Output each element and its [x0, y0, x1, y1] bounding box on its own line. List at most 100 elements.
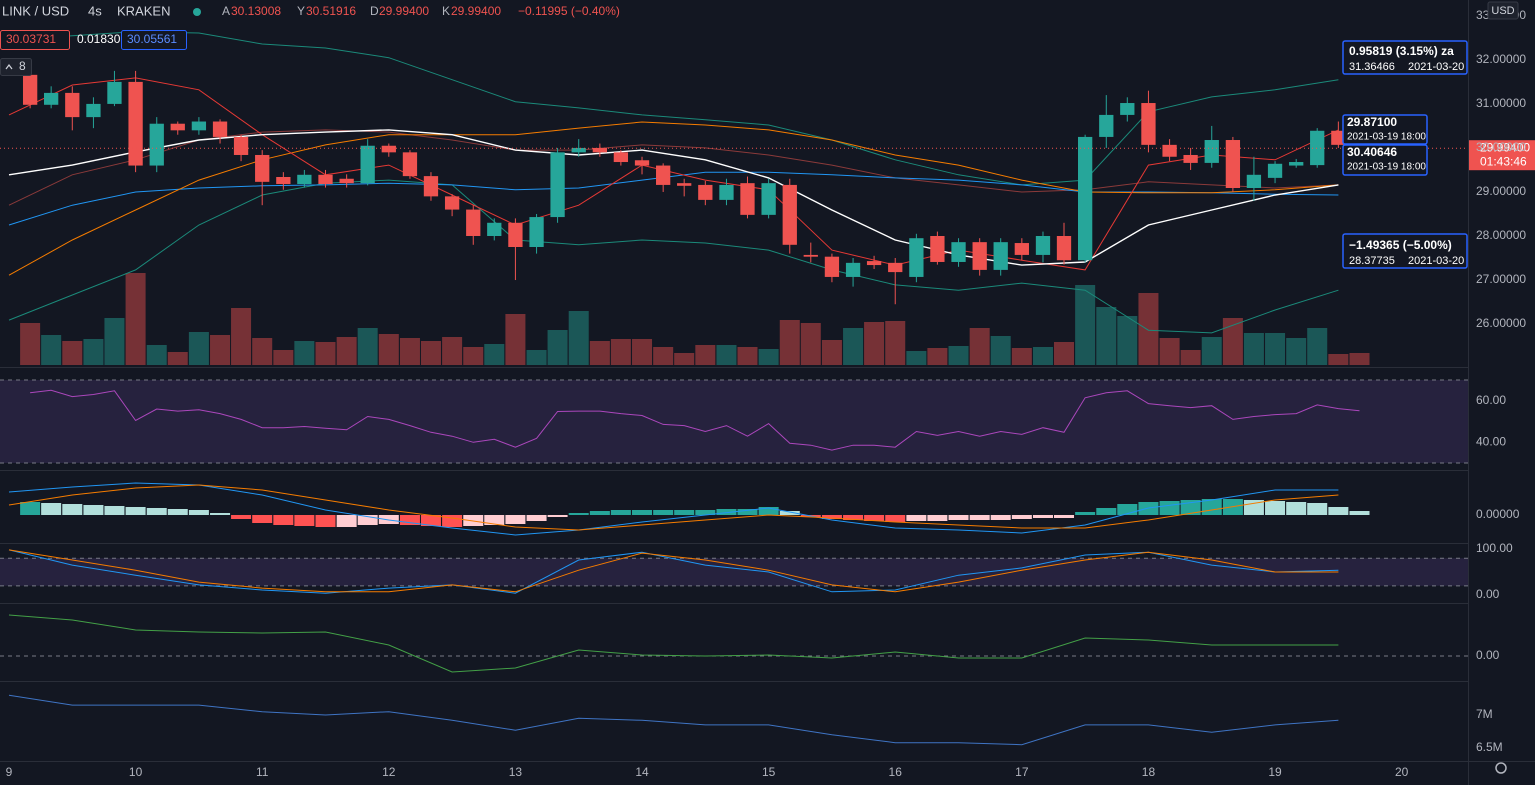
measure-box[interactable]	[1342, 144, 1428, 176]
candle-body	[149, 123, 164, 166]
candle-body	[1014, 243, 1029, 255]
candle-body	[866, 261, 882, 266]
candle-body	[1183, 154, 1198, 163]
histogram-bar	[927, 515, 948, 521]
candle-body	[909, 238, 924, 277]
settings-icon[interactable]	[1495, 762, 1507, 774]
candle-body	[423, 176, 439, 197]
volume-bar	[758, 349, 779, 365]
volume-bar	[716, 345, 737, 365]
symbol[interactable]: LINK / USD	[2, 3, 69, 18]
histogram-bar	[610, 510, 631, 515]
volume-bar	[104, 318, 125, 365]
currency-box[interactable]	[1487, 1, 1519, 20]
volume-bar	[948, 346, 969, 365]
candle-body	[656, 165, 671, 185]
volume-bar	[252, 338, 273, 365]
y-tick-label: 31.00000	[1476, 96, 1526, 110]
volume-bar	[167, 352, 188, 365]
interval[interactable]: 4s	[88, 3, 102, 18]
histogram-bar	[990, 515, 1011, 520]
ohlc-key: Y	[297, 4, 305, 18]
histogram-bar	[1159, 501, 1180, 515]
candle-body	[719, 184, 734, 200]
volume-bar	[674, 353, 695, 365]
volume-bar	[610, 339, 631, 365]
measure-text: 0.95819 (3.15%) za	[1349, 44, 1454, 58]
y-tick-label: 0.00	[1476, 648, 1500, 662]
histogram-bar	[1117, 504, 1138, 515]
indicator-line	[8, 614, 1339, 673]
current-price: 29.99400	[1480, 140, 1530, 154]
candle-body	[402, 152, 418, 177]
histogram-bar	[336, 515, 357, 527]
histogram-bar	[294, 515, 315, 526]
measure-box[interactable]	[1342, 233, 1468, 269]
volume-bar	[1138, 293, 1159, 365]
volume-bar	[231, 308, 252, 365]
indicator-box[interactable]	[121, 30, 187, 50]
candle-body	[444, 196, 460, 210]
volume-bar	[1117, 316, 1138, 365]
measure-box[interactable]	[1342, 114, 1428, 145]
x-tick-label: 10	[129, 765, 143, 779]
current-price-box	[1469, 140, 1535, 171]
measure-box[interactable]	[1342, 40, 1468, 75]
histogram-bar	[62, 504, 83, 515]
collapse-button[interactable]	[0, 58, 32, 76]
status-dot	[193, 8, 201, 16]
volume-bar	[653, 347, 674, 365]
volume-bar	[1243, 333, 1264, 365]
volume-bar	[547, 330, 568, 365]
histogram-bar	[20, 502, 41, 515]
histogram-bar	[779, 511, 800, 515]
indicator-line	[8, 77, 1339, 271]
candle-body	[803, 254, 818, 257]
candle-body	[107, 81, 122, 104]
volume-bar	[969, 328, 990, 365]
indicator-line	[30, 389, 1360, 451]
candle-body	[888, 262, 903, 273]
histogram-bar	[885, 515, 906, 522]
volume-bar	[779, 320, 800, 365]
histogram-bar	[674, 510, 695, 515]
volume-bar	[526, 350, 547, 365]
indicator-line	[8, 129, 1339, 266]
volume-bar	[505, 314, 526, 365]
histogram-bar	[1307, 503, 1328, 515]
y-tick-label: 40.00	[1476, 434, 1506, 448]
x-tick-label: 13	[509, 765, 523, 779]
volume-bar	[83, 339, 104, 365]
candle-body	[951, 242, 966, 262]
indicator-line	[8, 549, 1339, 593]
candle-body	[1310, 130, 1325, 166]
indicator-box[interactable]	[0, 30, 70, 50]
candle-body	[1162, 144, 1177, 157]
candle-body	[930, 235, 945, 262]
histogram-bar	[273, 515, 294, 525]
plot-layer	[0, 31, 1468, 746]
volume-bar	[589, 341, 610, 365]
candle-body	[613, 152, 629, 163]
histogram-bar	[1011, 515, 1032, 519]
candle-body	[212, 121, 228, 137]
candle-body	[782, 184, 797, 245]
histogram-bar	[146, 508, 167, 515]
measure-text: 2021-03-19 18:00	[1347, 132, 1426, 143]
measure-text: 28.37735	[1349, 255, 1395, 267]
histogram-bar	[1053, 515, 1075, 518]
exchange: KRAKEN	[117, 3, 170, 18]
histogram-bar	[252, 515, 273, 523]
candle-body	[1056, 235, 1072, 261]
histogram-bar	[210, 513, 231, 515]
candle-body	[297, 174, 312, 185]
histogram-bar	[969, 515, 990, 520]
volume-bar	[632, 339, 653, 365]
histogram-bar	[843, 515, 864, 520]
candle-body	[740, 183, 755, 215]
candle-body	[276, 176, 291, 185]
histogram-bar	[83, 505, 104, 515]
histogram-bar	[442, 515, 463, 527]
histogram-bar	[716, 509, 737, 515]
